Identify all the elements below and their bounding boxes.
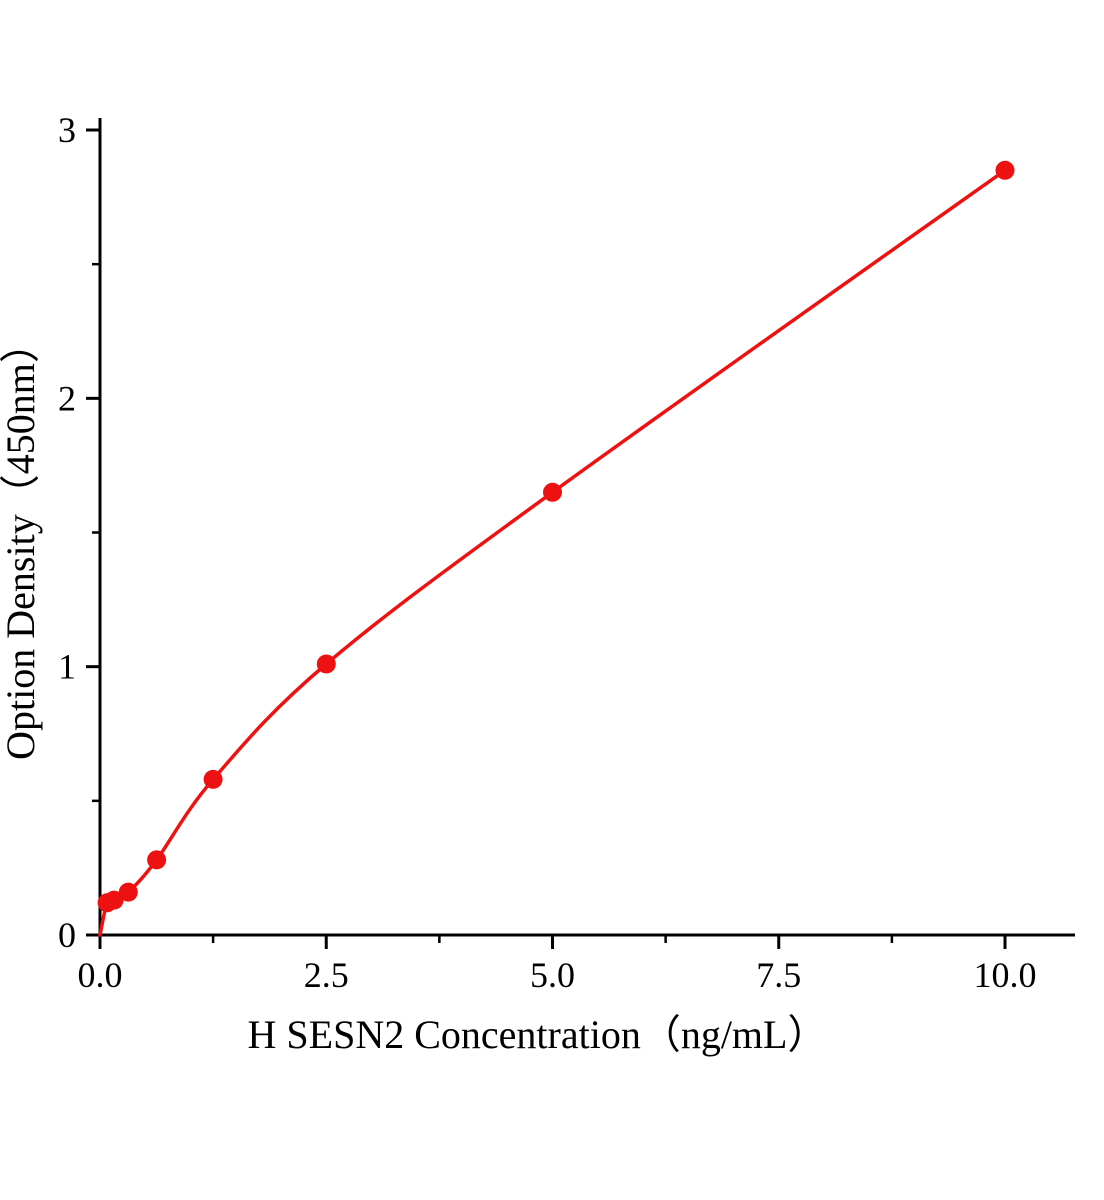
x-tick-label: 10.0: [974, 955, 1037, 995]
x-tick-label: 0.0: [78, 955, 123, 995]
fit-curve: [98, 168, 1007, 937]
data-point: [104, 890, 124, 910]
y-tick-label: 0: [58, 915, 76, 955]
x-tick-label: 5.0: [530, 955, 575, 995]
y-axis-title: Option Density（450nm）: [0, 323, 43, 760]
y-tick-label: 2: [58, 378, 76, 418]
data-point: [118, 882, 138, 902]
data-point: [147, 850, 167, 870]
x-tick-label: 2.5: [304, 955, 349, 995]
y-tick-label: 3: [58, 110, 76, 150]
axes-frame: [98, 118, 1075, 937]
x-tick-label: 7.5: [756, 955, 801, 995]
x-axis-title: H SESN2 Concentration（ng/mL）: [248, 1012, 828, 1057]
data-point: [543, 482, 562, 502]
data-point: [995, 160, 1015, 180]
data-point: [203, 769, 223, 789]
y-tick-label: 1: [58, 647, 76, 687]
data-point: [316, 654, 336, 674]
